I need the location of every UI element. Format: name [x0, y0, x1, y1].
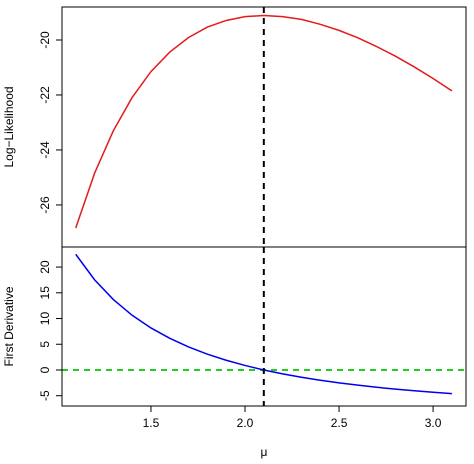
y-tick-label: -24 — [38, 141, 52, 159]
plot-frame — [61, 246, 467, 407]
curve — [75, 14, 453, 229]
x-tick-label: 3.0 — [425, 416, 442, 430]
y-axis-label: Log−Likelihood — [2, 86, 16, 167]
y-tick-label: -26 — [38, 196, 52, 214]
y-tick-label: 20 — [38, 260, 52, 274]
y-tick-label: 0 — [38, 366, 52, 373]
y-tick-label: 10 — [38, 312, 52, 326]
y-tick-label: -22 — [38, 86, 52, 104]
y-axis-label: First Derivative — [2, 286, 16, 366]
y-tick-label: 5 — [38, 341, 52, 348]
y-tick-label: -20 — [38, 31, 52, 49]
y-tick-label: 15 — [38, 286, 52, 300]
x-tick-label: 2.0 — [237, 416, 254, 430]
x-axis-label: μ — [261, 445, 268, 459]
x-tick-label: 2.5 — [331, 416, 348, 430]
y-tick-label: -5 — [38, 390, 52, 401]
x-tick-label: 1.5 — [143, 416, 160, 430]
